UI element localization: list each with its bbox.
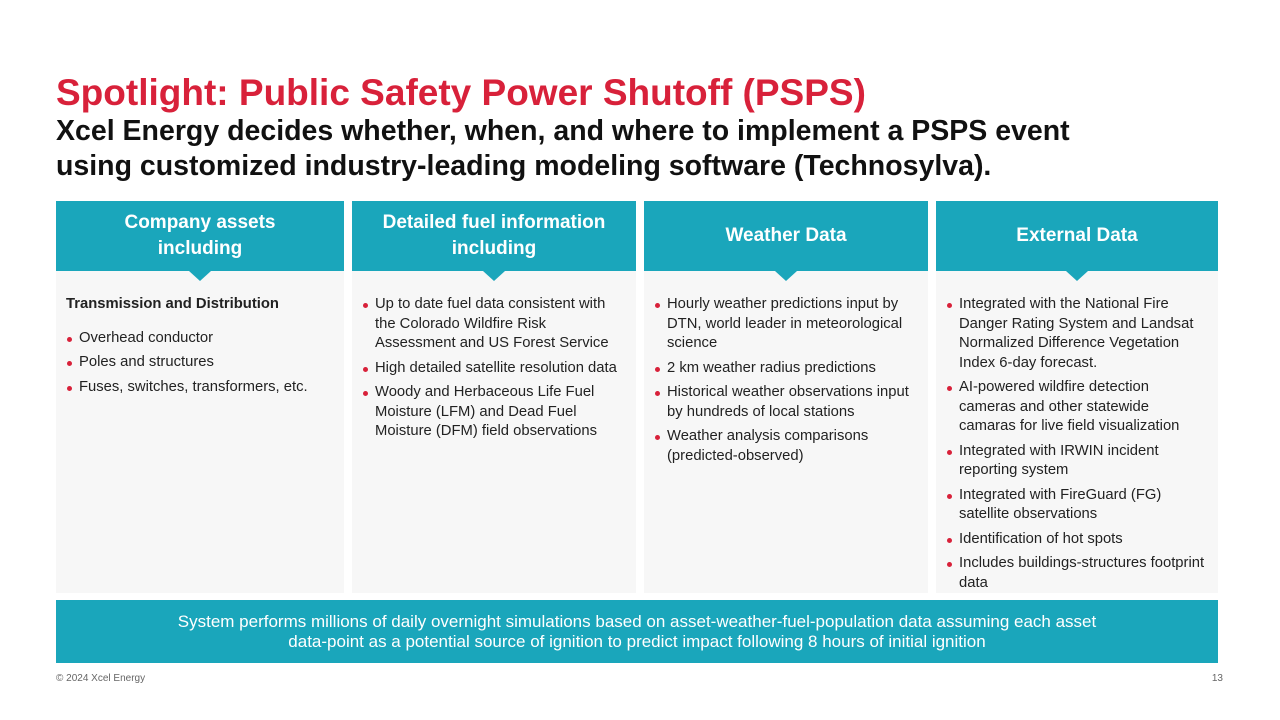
column-header: Weather Data: [644, 201, 928, 281]
copyright: © 2024 Xcel Energy: [56, 673, 146, 684]
bullet: Woody and Herbaceous Life Fuel Moisture …: [362, 383, 626, 442]
subtitle-line: using customized industry-leading modeli…: [56, 150, 992, 182]
bullet: Integrated with IRWIN incident reporting…: [946, 442, 1208, 481]
column-heading: Company assets including: [124, 212, 276, 259]
column-header: External Data: [936, 201, 1218, 281]
column: External Data Integrated with the Nationa…: [936, 201, 1218, 593]
column: Weather Data Hourly weather predictions i…: [644, 201, 928, 593]
column-body: Transmission and Distribution Overhead co…: [56, 271, 344, 397]
footer-bar: System performs millions of daily overni…: [56, 600, 1218, 663]
column-heading: Detailed fuel information including: [382, 212, 606, 259]
bullet-list: Integrated with the National Fire Danger…: [946, 295, 1208, 593]
column-body: Up to date fuel data consistent with the…: [352, 271, 636, 442]
bullet: 2 km weather radius predictions: [654, 359, 918, 379]
bullet: Integrated with the National Fire Danger…: [946, 295, 1208, 373]
column-heading: External Data: [1016, 225, 1138, 246]
bullet: Weather analysis comparisons (predicted-…: [654, 427, 918, 466]
bullet: Hourly weather predictions input by DTN,…: [654, 295, 918, 354]
column-header: Detailed fuel information including: [352, 201, 636, 281]
bullet: Poles and structures: [66, 353, 334, 373]
bullet: Fuses, switches, transformers, etc.: [66, 378, 334, 398]
column-header: Company assets including: [56, 201, 344, 281]
subtitle-line: Xcel Energy decides whether, when, and w…: [56, 115, 1070, 147]
bullet: Overhead conductor: [66, 329, 334, 349]
bullet-list: Hourly weather predictions input by DTN,…: [654, 295, 918, 466]
column-heading: Weather Data: [725, 225, 847, 246]
column: Company assets including Transmission and…: [56, 201, 344, 593]
bullet: Historical weather observations input by…: [654, 383, 918, 422]
bullet-list: Up to date fuel data consistent with the…: [362, 295, 626, 442]
bullet: Includes buildings-structures footprint …: [946, 554, 1208, 593]
column-body: Integrated with the National Fire Danger…: [936, 271, 1218, 593]
page-number: 13: [1211, 673, 1223, 684]
column-subheading: Transmission and Distribution: [66, 296, 279, 312]
column: Detailed fuel information including Up to…: [352, 201, 636, 593]
bullet: Up to date fuel data consistent with the…: [362, 295, 626, 354]
bullet: High detailed satellite resolution data: [362, 359, 626, 379]
title: Spotlight: Public Safety Power Shutoff (…: [56, 72, 866, 113]
bullet: Integrated with FireGuard (FG) satellite…: [946, 486, 1208, 525]
subtitle: Xcel Energy decides whether, when, and w…: [56, 114, 1070, 184]
bullet: Identification of hot spots: [946, 530, 1208, 550]
column-body: Hourly weather predictions input by DTN,…: [644, 271, 928, 466]
footer-text: System performs millions of daily overni…: [177, 611, 1097, 651]
bullet: AI-powered wildfire detection cameras an…: [946, 378, 1208, 437]
bullet-list: Overhead conductor Poles and structures Fu…: [66, 329, 334, 398]
